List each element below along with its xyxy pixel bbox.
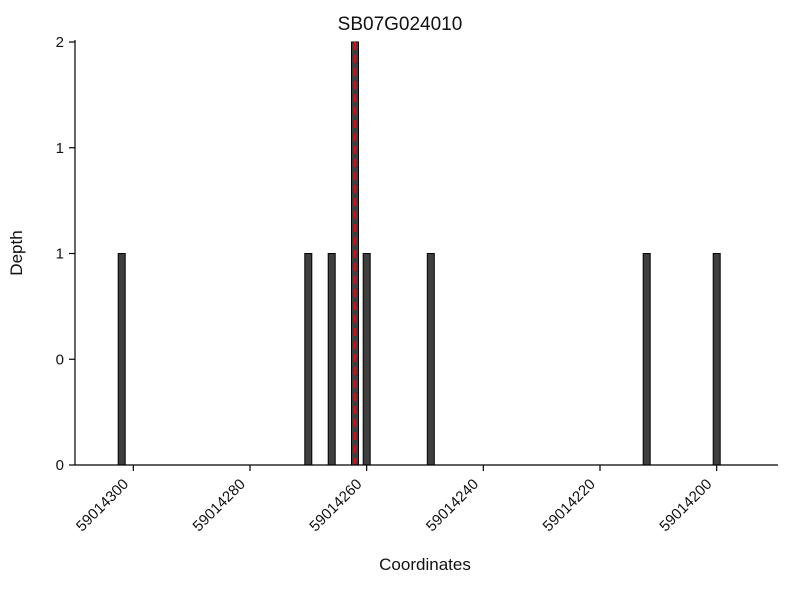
depth-bar (642, 253, 651, 466)
y-tick-label: 0 (56, 351, 64, 368)
y-tick-label: 2 (56, 34, 64, 51)
depth-bar (304, 253, 313, 466)
depth-bar (362, 253, 371, 466)
y-tick-label: 1 (56, 140, 64, 157)
y-tick-label: 1 (56, 246, 64, 263)
y-tick-label: 0 (56, 457, 64, 474)
axes-layer (74, 40, 778, 466)
depth-bar (712, 253, 721, 466)
y-axis-label: Depth (7, 230, 26, 275)
depth-bar (426, 253, 435, 466)
x-axis-label: Coordinates (379, 555, 471, 574)
ticks-layer: 59014300 59014280 59014260 59014240 59014220… (56, 34, 718, 535)
x-tick-label: 59014280 (190, 476, 249, 535)
x-tick-label: 59014220 (540, 476, 599, 535)
bars-layer (117, 41, 721, 466)
x-tick-label: 59014300 (73, 476, 132, 535)
x-tick-label: 59014260 (306, 476, 365, 535)
chart-title: SB07G024010 (338, 14, 463, 35)
x-tick-label: 59014200 (656, 476, 715, 535)
depth-bar (117, 253, 126, 466)
x-tick-label: 59014240 (423, 476, 482, 535)
depth-bar (327, 253, 336, 466)
